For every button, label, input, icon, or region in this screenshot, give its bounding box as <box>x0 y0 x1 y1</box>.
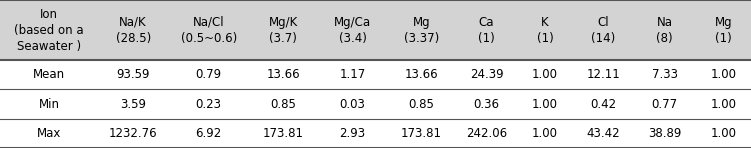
Text: Mean: Mean <box>33 68 65 81</box>
Text: K
(1): K (1) <box>536 16 553 45</box>
Text: 1.17: 1.17 <box>339 68 366 81</box>
Text: Na/Cl
(0.5~0.6): Na/Cl (0.5~0.6) <box>180 16 237 45</box>
Text: 2.93: 2.93 <box>339 127 366 140</box>
Text: Na
(8): Na (8) <box>656 16 673 45</box>
Text: 0.23: 0.23 <box>196 98 222 111</box>
Text: 0.77: 0.77 <box>652 98 678 111</box>
Text: 13.66: 13.66 <box>267 68 300 81</box>
Text: 3.59: 3.59 <box>120 98 146 111</box>
Text: Ion
(based on a
Seawater ): Ion (based on a Seawater ) <box>14 8 84 53</box>
Text: 38.89: 38.89 <box>648 127 681 140</box>
Text: 0.36: 0.36 <box>473 98 499 111</box>
Text: Mg/K
(3.7): Mg/K (3.7) <box>269 16 298 45</box>
Text: 173.81: 173.81 <box>263 127 304 140</box>
Text: 24.39: 24.39 <box>469 68 503 81</box>
Text: 0.85: 0.85 <box>270 98 296 111</box>
Text: Mg/Ca
(3.4): Mg/Ca (3.4) <box>334 16 371 45</box>
Text: 0.79: 0.79 <box>195 68 222 81</box>
Text: 1.00: 1.00 <box>710 127 736 140</box>
Text: 93.59: 93.59 <box>116 68 150 81</box>
Text: Na/K
(28.5): Na/K (28.5) <box>116 16 151 45</box>
Text: 43.42: 43.42 <box>587 127 620 140</box>
Text: Mg
(3.37): Mg (3.37) <box>404 16 439 45</box>
Text: Max: Max <box>37 127 62 140</box>
Text: 1.00: 1.00 <box>710 98 736 111</box>
Text: 0.03: 0.03 <box>339 98 366 111</box>
Text: 6.92: 6.92 <box>195 127 222 140</box>
Text: 1.00: 1.00 <box>532 68 558 81</box>
Text: 1.00: 1.00 <box>710 68 736 81</box>
Text: 242.06: 242.06 <box>466 127 507 140</box>
Text: Cl
(14): Cl (14) <box>591 16 616 45</box>
Text: 13.66: 13.66 <box>405 68 439 81</box>
Text: 1.00: 1.00 <box>532 127 558 140</box>
Text: Mg
(1): Mg (1) <box>714 16 732 45</box>
Text: Min: Min <box>38 98 59 111</box>
Text: 173.81: 173.81 <box>401 127 442 140</box>
Text: 1232.76: 1232.76 <box>109 127 158 140</box>
Bar <box>0 0 751 60</box>
Text: 0.42: 0.42 <box>590 98 617 111</box>
Text: 0.85: 0.85 <box>409 98 435 111</box>
Text: 12.11: 12.11 <box>587 68 620 81</box>
Text: 1.00: 1.00 <box>532 98 558 111</box>
Text: Ca
(1): Ca (1) <box>478 16 495 45</box>
Text: 7.33: 7.33 <box>652 68 678 81</box>
